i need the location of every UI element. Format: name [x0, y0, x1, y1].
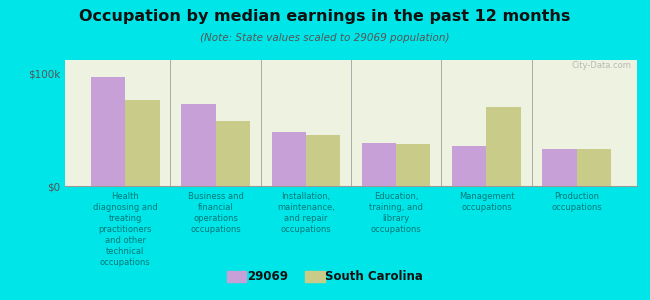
Bar [125, 100, 160, 186]
Bar [542, 149, 577, 186]
Bar [452, 146, 486, 186]
Text: City-Data.com: City-Data.com [571, 61, 631, 70]
Text: Occupation by median earnings in the past 12 months: Occupation by median earnings in the pas… [79, 9, 571, 24]
Bar [577, 149, 611, 186]
Bar [272, 132, 306, 186]
Legend: 29069, South Carolina: 29069, South Carolina [222, 266, 428, 288]
Text: (Note: State values scaled to 29069 population): (Note: State values scaled to 29069 popu… [200, 33, 450, 43]
Bar [396, 144, 430, 186]
Bar [181, 104, 216, 186]
Bar [216, 121, 250, 186]
Bar [486, 107, 521, 186]
Bar [306, 135, 340, 186]
Bar [91, 77, 125, 186]
Bar [362, 143, 396, 186]
